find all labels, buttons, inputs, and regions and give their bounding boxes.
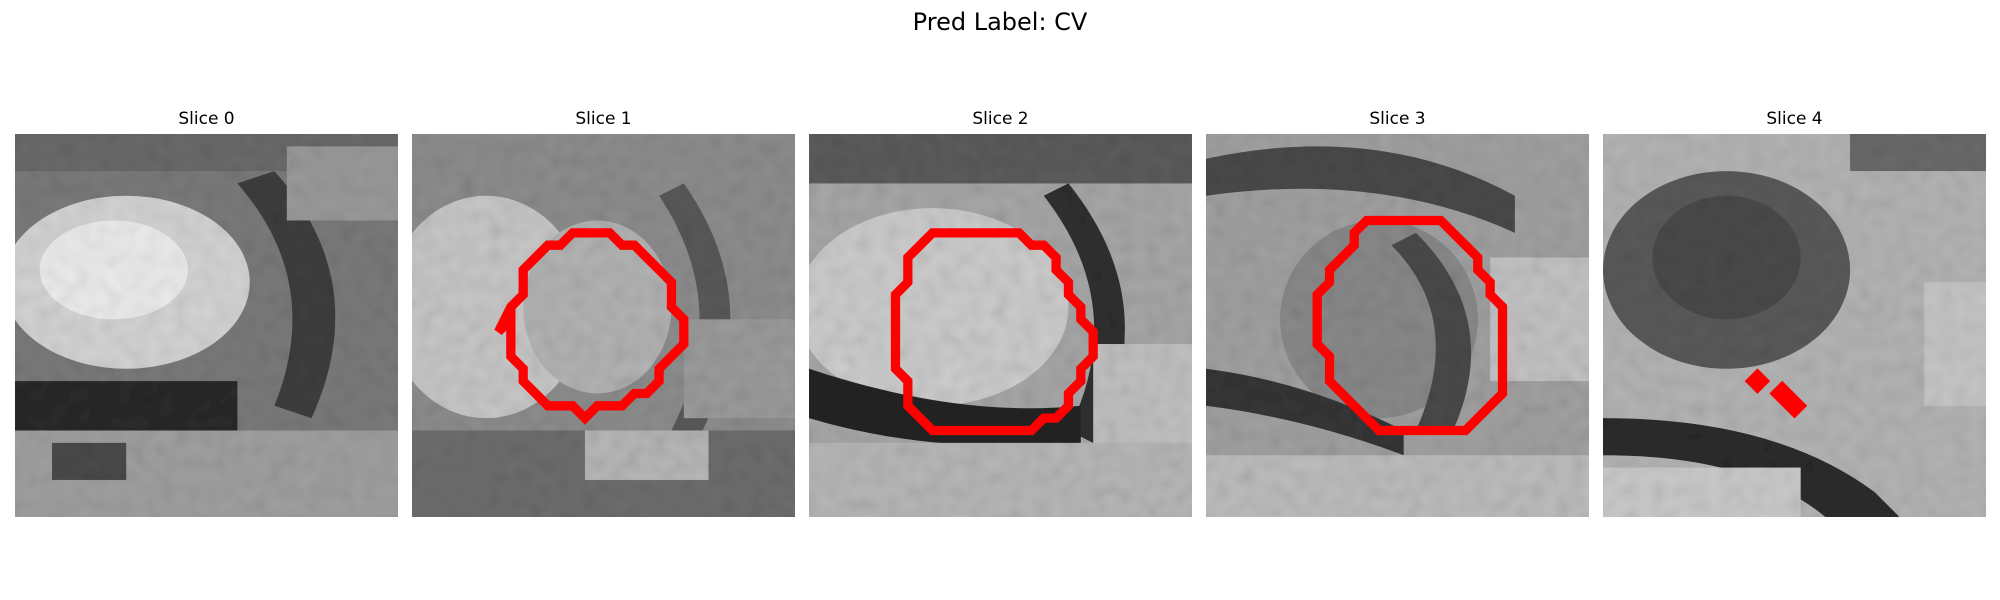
- contour-marker: [1744, 368, 1771, 394]
- figure-title: Pred Label: CV: [912, 8, 1088, 36]
- slice-title: Slice 1: [575, 109, 632, 129]
- slice-panel-3: Slice 3: [1206, 108, 1589, 517]
- slice-panel-0: Slice 0: [15, 108, 398, 517]
- contour-outline: [1312, 215, 1508, 436]
- contour-outline: [890, 228, 1098, 436]
- contour-marker: [1781, 393, 1808, 419]
- contour-outline: [494, 228, 689, 425]
- slice-image-3: [1206, 134, 1589, 517]
- slice-title: Slice 0: [178, 109, 235, 129]
- slice-image-2: [809, 134, 1192, 517]
- slice-image-0: [15, 134, 398, 517]
- slice-image-4: [1603, 134, 1986, 517]
- slice-image-1: [412, 134, 795, 517]
- contour-marker: [1769, 380, 1795, 407]
- slice-panel-2: Slice 2: [809, 108, 1192, 517]
- slice-title: Slice 4: [1766, 109, 1823, 129]
- slice-panel-1: Slice 1: [412, 108, 795, 517]
- slice-panel-4: Slice 4: [1603, 108, 1986, 517]
- slice-title: Slice 2: [972, 109, 1029, 129]
- slice-title: Slice 3: [1369, 109, 1426, 129]
